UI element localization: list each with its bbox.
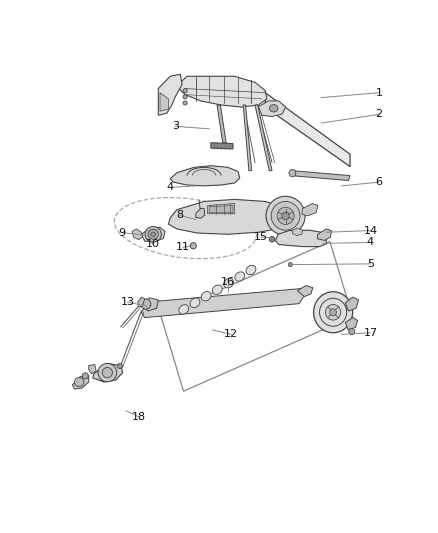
Text: 3: 3	[172, 122, 179, 131]
Polygon shape	[291, 171, 350, 181]
Ellipse shape	[190, 298, 200, 308]
Polygon shape	[243, 105, 251, 171]
Text: 14: 14	[364, 225, 378, 236]
Ellipse shape	[325, 304, 341, 320]
Text: 9: 9	[118, 228, 126, 238]
Text: 18: 18	[132, 412, 146, 422]
Ellipse shape	[288, 263, 293, 266]
Ellipse shape	[179, 305, 189, 314]
Polygon shape	[160, 93, 169, 111]
Ellipse shape	[145, 227, 161, 242]
Polygon shape	[72, 376, 88, 389]
Ellipse shape	[277, 207, 294, 224]
Ellipse shape	[183, 101, 187, 105]
Text: 17: 17	[364, 328, 378, 338]
Text: 1: 1	[375, 88, 382, 98]
Ellipse shape	[98, 364, 117, 382]
Ellipse shape	[102, 367, 113, 378]
Ellipse shape	[330, 309, 336, 316]
Polygon shape	[302, 204, 318, 216]
Ellipse shape	[235, 272, 245, 281]
Polygon shape	[179, 76, 267, 107]
Polygon shape	[141, 227, 165, 241]
Ellipse shape	[212, 285, 223, 294]
Ellipse shape	[183, 88, 187, 93]
Ellipse shape	[289, 169, 296, 177]
Ellipse shape	[82, 373, 88, 379]
Ellipse shape	[117, 364, 123, 368]
Polygon shape	[217, 105, 226, 143]
Text: 11: 11	[176, 243, 190, 253]
Text: 4: 4	[166, 182, 174, 192]
Polygon shape	[208, 204, 235, 214]
Text: 13: 13	[121, 297, 135, 307]
Polygon shape	[196, 208, 205, 219]
Polygon shape	[276, 230, 326, 247]
Polygon shape	[345, 297, 359, 311]
Text: 10: 10	[146, 239, 160, 249]
Text: 12: 12	[224, 329, 238, 340]
Polygon shape	[93, 364, 123, 382]
Polygon shape	[265, 93, 350, 166]
Text: 8: 8	[176, 211, 183, 221]
Text: 6: 6	[375, 177, 382, 187]
Polygon shape	[258, 101, 286, 117]
Text: 4: 4	[367, 238, 374, 247]
Ellipse shape	[266, 196, 305, 235]
Polygon shape	[88, 365, 96, 374]
Ellipse shape	[269, 104, 278, 112]
Ellipse shape	[349, 328, 355, 335]
Polygon shape	[211, 143, 233, 149]
Polygon shape	[158, 74, 182, 115]
Ellipse shape	[271, 201, 300, 230]
Polygon shape	[255, 105, 272, 171]
Polygon shape	[318, 229, 332, 240]
Ellipse shape	[183, 95, 187, 99]
Polygon shape	[169, 199, 293, 235]
Polygon shape	[170, 166, 240, 186]
Text: 15: 15	[254, 232, 268, 242]
Ellipse shape	[151, 232, 155, 237]
Text: 16: 16	[221, 277, 235, 287]
Ellipse shape	[190, 243, 196, 249]
Ellipse shape	[246, 265, 256, 274]
Polygon shape	[209, 206, 233, 213]
Ellipse shape	[314, 292, 353, 333]
Polygon shape	[297, 286, 313, 297]
Polygon shape	[138, 297, 145, 307]
Polygon shape	[132, 229, 142, 240]
Text: 5: 5	[367, 259, 374, 269]
Ellipse shape	[223, 278, 233, 288]
Ellipse shape	[74, 377, 84, 386]
Ellipse shape	[148, 229, 158, 239]
Ellipse shape	[282, 212, 290, 220]
Polygon shape	[293, 228, 303, 236]
Ellipse shape	[201, 292, 211, 301]
Ellipse shape	[141, 299, 151, 309]
Polygon shape	[141, 288, 306, 318]
Ellipse shape	[269, 236, 275, 242]
Polygon shape	[141, 298, 158, 311]
Text: 2: 2	[375, 109, 382, 119]
Polygon shape	[345, 318, 357, 330]
